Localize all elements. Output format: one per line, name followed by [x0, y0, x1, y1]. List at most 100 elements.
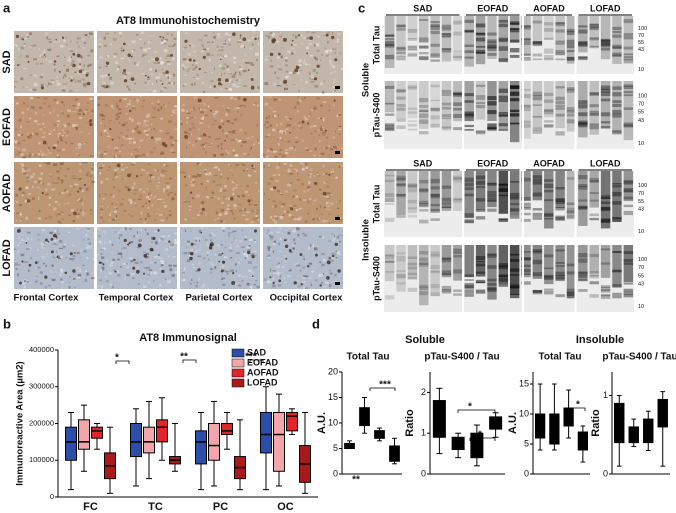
tissue-texture — [25, 186, 28, 189]
band — [533, 175, 542, 178]
band — [544, 38, 553, 40]
tissue-texture — [26, 34, 28, 36]
tissue-texture — [257, 124, 258, 127]
stained-cell — [323, 192, 327, 196]
mw-marker: 10 — [638, 304, 644, 310]
stained-cell — [289, 132, 291, 134]
tissue-texture — [57, 244, 58, 245]
tissue-texture — [137, 151, 139, 152]
tissue-texture — [250, 286, 252, 289]
y-axis-label: Ratio — [590, 409, 602, 437]
tissue-texture — [64, 131, 66, 132]
band — [476, 33, 485, 35]
tissue-texture — [174, 43, 176, 46]
tissue-texture — [61, 281, 64, 283]
tissue-texture — [33, 89, 37, 91]
tissue-texture — [126, 274, 129, 277]
tissue-texture — [323, 80, 325, 82]
band — [487, 279, 496, 282]
tissue-texture — [56, 171, 59, 173]
tissue-texture — [68, 123, 70, 125]
tissue-texture — [173, 82, 175, 85]
box — [578, 432, 587, 450]
tissue-texture — [37, 193, 40, 194]
band — [408, 49, 417, 51]
tissue-texture — [87, 122, 89, 124]
tissue-texture — [304, 59, 305, 61]
tissue-texture — [318, 60, 319, 61]
lane-smear — [385, 81, 394, 112]
band — [385, 175, 394, 177]
tissue-texture — [277, 264, 278, 266]
tissue-texture — [89, 242, 92, 245]
band — [487, 39, 496, 42]
tissue-texture — [273, 174, 277, 175]
tissue-texture — [325, 173, 327, 175]
tissue-texture — [49, 216, 53, 218]
band — [499, 48, 508, 51]
tissue-texture — [305, 220, 308, 222]
tissue-texture — [122, 144, 124, 146]
band — [624, 205, 633, 208]
tissue-texture — [257, 86, 259, 89]
band — [476, 216, 485, 219]
tissue-texture — [47, 49, 51, 51]
tissue-texture — [152, 74, 153, 77]
band — [442, 103, 451, 106]
y-tick-label: 200000 — [29, 418, 54, 427]
tissue-texture — [243, 85, 247, 87]
tissue-texture — [223, 230, 225, 231]
band — [601, 40, 610, 44]
tissue-texture — [326, 202, 329, 204]
stained-cell — [77, 54, 81, 58]
tissue-texture — [297, 179, 300, 180]
band — [555, 97, 564, 101]
tissue-texture — [112, 203, 113, 205]
tissue-texture — [36, 276, 38, 277]
band — [408, 207, 417, 209]
tissue-texture — [257, 219, 259, 220]
tissue-texture — [201, 227, 203, 229]
tissue-texture — [232, 75, 235, 77]
tissue-texture — [329, 60, 332, 62]
band — [442, 28, 451, 31]
band — [453, 102, 462, 106]
tissue-texture — [310, 168, 313, 171]
tissue-texture — [277, 190, 280, 193]
tissue-texture — [43, 162, 46, 163]
tissue-texture — [16, 102, 19, 104]
tissue-texture — [129, 141, 132, 143]
mw-marker: 10 — [638, 229, 644, 235]
stained-cell — [55, 236, 57, 238]
group-gap — [575, 171, 577, 237]
tissue-texture — [59, 221, 62, 223]
stained-cell — [117, 163, 121, 167]
tissue-texture — [252, 198, 254, 201]
band — [555, 278, 564, 280]
band — [578, 104, 587, 108]
band — [487, 32, 496, 35]
tissue-texture — [98, 241, 101, 243]
tissue-texture — [172, 152, 176, 153]
tissue-texture — [333, 136, 335, 139]
tissue-texture — [91, 172, 95, 174]
tissue-texture — [74, 72, 77, 73]
box — [92, 427, 103, 438]
tissue-texture — [245, 257, 247, 259]
tissue-texture — [113, 195, 115, 198]
tissue-texture — [174, 105, 177, 107]
tissue-texture — [220, 153, 223, 156]
tissue-texture — [284, 211, 286, 213]
tissue-texture — [225, 121, 228, 123]
band — [533, 182, 542, 185]
tissue-texture — [170, 149, 173, 152]
tissue-texture — [254, 204, 257, 206]
stained-cell — [102, 263, 104, 265]
tissue-texture — [57, 114, 60, 116]
tissue-texture — [295, 122, 296, 125]
stained-cell — [165, 70, 168, 73]
tissue-texture — [161, 236, 165, 238]
tissue-texture — [293, 127, 296, 129]
tissue-texture — [293, 44, 297, 46]
tissue-texture — [305, 148, 309, 150]
